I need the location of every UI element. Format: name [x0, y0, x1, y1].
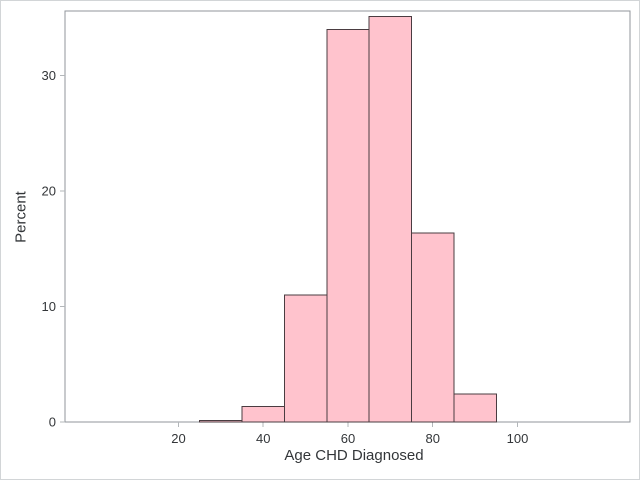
histogram-bar	[283, 294, 328, 423]
x-tick-label: 40	[256, 431, 270, 446]
x-tick-label: 100	[507, 431, 529, 446]
y-tick-label: 20	[42, 183, 56, 198]
histogram-bar	[199, 419, 243, 423]
histogram-bar	[326, 28, 370, 423]
histogram-bar	[453, 393, 497, 423]
histogram-bar	[368, 16, 413, 423]
y-tick-label: 10	[42, 299, 56, 314]
y-tick-label: 30	[42, 68, 56, 83]
y-axis-title: Percent	[12, 191, 30, 243]
x-tick-label: 20	[171, 431, 185, 446]
y-tick-label: 0	[49, 415, 56, 430]
x-tick-label: 60	[341, 431, 355, 446]
histogram-bar	[241, 405, 285, 423]
x-tick-label: 80	[426, 431, 440, 446]
histogram-bar	[411, 232, 455, 423]
x-axis-title: Age CHD Diagnosed	[284, 447, 424, 464]
